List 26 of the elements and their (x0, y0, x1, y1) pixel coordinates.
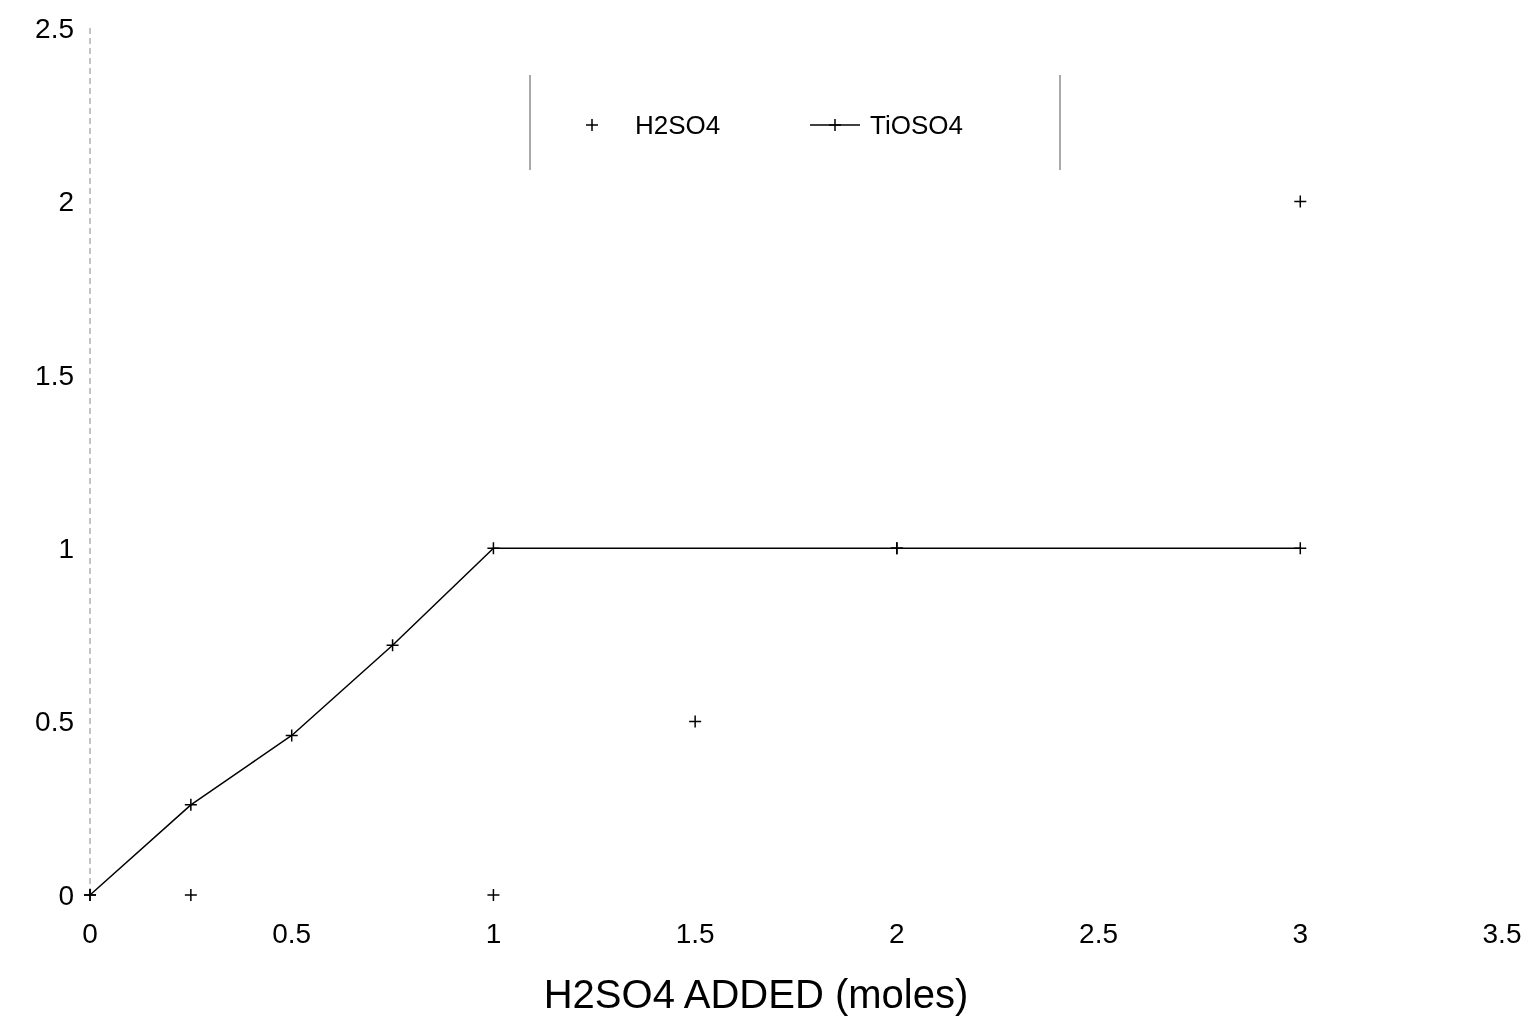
point (486, 541, 501, 555)
legend-label: H2SO4 (635, 110, 721, 141)
x-tick-label: 1.5 (675, 918, 715, 949)
point (184, 798, 198, 812)
y-tick-label: 2 (58, 186, 74, 218)
y-tick-label: 0.5 (35, 706, 74, 738)
x-tick-label: 3.5 (1482, 918, 1522, 949)
y-tick-label: 0 (58, 879, 74, 911)
x-tick-label: 0 (82, 918, 98, 949)
x-tick-label: 2.5 (1079, 918, 1119, 949)
point (688, 714, 702, 729)
point (284, 728, 299, 743)
x-tick-label: 2 (889, 918, 905, 949)
point (184, 888, 198, 902)
point (486, 888, 501, 902)
x-tick-label: 1 (485, 918, 502, 949)
legend-label: TiOSO4 (870, 110, 963, 141)
x-tick-label: 0.5 (272, 918, 312, 949)
y-tick-label: 1.5 (35, 359, 74, 391)
point (1293, 194, 1308, 209)
point (385, 638, 400, 653)
x-tick-label: 3 (1292, 918, 1309, 949)
point (1293, 541, 1308, 555)
y-tick-label: 1 (58, 533, 74, 564)
y-tick-label: 2.5 (35, 12, 74, 44)
x-axis-title: H2SO4 ADDED (moles) (543, 972, 969, 1016)
